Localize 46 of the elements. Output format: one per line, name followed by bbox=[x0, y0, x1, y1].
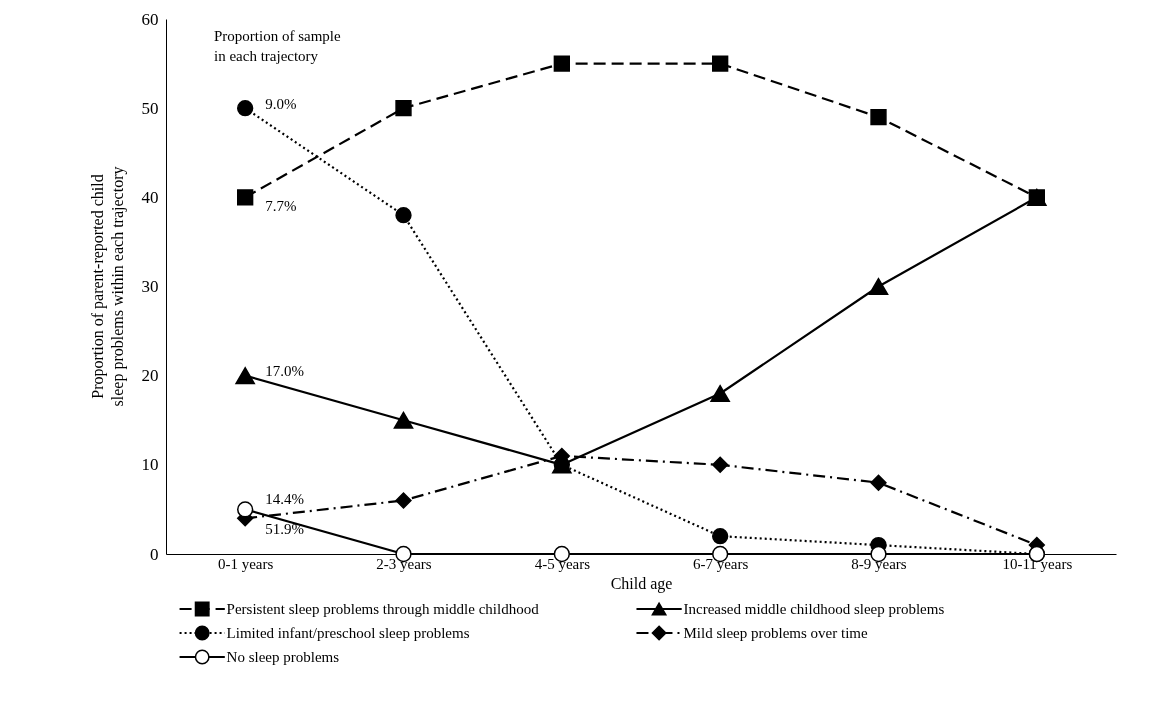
point bbox=[712, 545, 729, 563]
x-tick-label: 0-1 years bbox=[217, 555, 274, 572]
annotation: 7.7% bbox=[265, 198, 297, 215]
point bbox=[237, 100, 254, 117]
point bbox=[237, 189, 254, 206]
legend-label: Increased middle childhood sleep problems bbox=[683, 601, 945, 617]
point bbox=[712, 55, 729, 72]
annotation: Proportion of sample in each trajectory bbox=[214, 28, 341, 64]
annotation: 14.4% bbox=[265, 491, 304, 508]
y-tick-label: 20 bbox=[141, 366, 159, 386]
point bbox=[710, 384, 730, 403]
y-tick-label: 30 bbox=[141, 277, 159, 296]
x-tick-label: 6-7 years bbox=[692, 555, 749, 572]
y-tick-label: 0 bbox=[150, 544, 159, 564]
point bbox=[235, 367, 255, 385]
point bbox=[870, 545, 887, 563]
point bbox=[712, 456, 729, 473]
y-axis-title: Proportion of parent-reported child sleep problems within each trajectory bbox=[89, 166, 127, 407]
y-tick-label: 60 bbox=[141, 9, 159, 29]
x-tick-label: 2-3 years bbox=[376, 555, 432, 572]
point bbox=[553, 55, 570, 72]
y-tick-label: 10 bbox=[141, 455, 159, 475]
point bbox=[395, 207, 412, 224]
point bbox=[395, 100, 412, 117]
point bbox=[870, 474, 887, 491]
annotation: 17.0% bbox=[265, 363, 304, 380]
point bbox=[395, 545, 412, 563]
point bbox=[712, 528, 729, 545]
x-tick-label: 10-11 years bbox=[1002, 555, 1073, 572]
annotation: 51.9% bbox=[265, 521, 304, 538]
point bbox=[395, 492, 412, 509]
point bbox=[553, 545, 570, 563]
legend-label: Limited infant/preschool sleep problems bbox=[226, 625, 470, 641]
annotation: 9.0% bbox=[265, 95, 297, 112]
point bbox=[393, 411, 414, 429]
y-tick-label: 40 bbox=[141, 187, 159, 207]
y-tick-label: 50 bbox=[141, 98, 159, 118]
point bbox=[868, 277, 889, 296]
legend-label: Persistent sleep problems through middle childhood bbox=[226, 601, 540, 617]
x-tick-label: 8-9 years bbox=[851, 555, 907, 572]
point bbox=[870, 108, 887, 126]
legend-label: No sleep problems bbox=[226, 649, 340, 665]
x-tick-label: 4-5 years bbox=[534, 555, 591, 572]
point bbox=[237, 501, 254, 518]
legend-label: Mild sleep problems over time bbox=[683, 625, 868, 641]
x-axis-title: Child age bbox=[610, 574, 673, 593]
